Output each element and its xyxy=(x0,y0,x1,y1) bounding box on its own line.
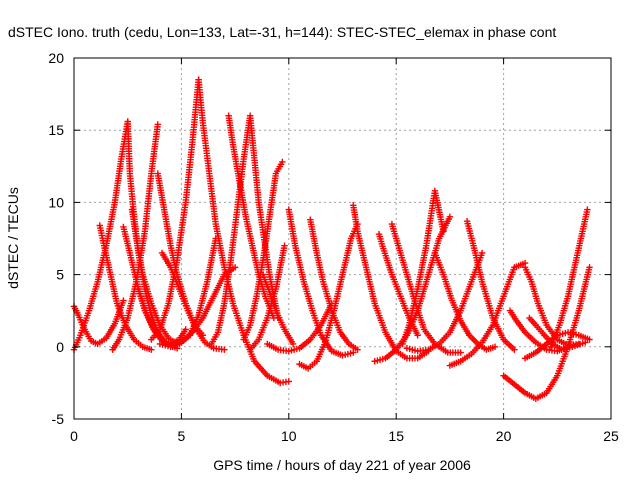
x-axis-label: GPS time / hours of day 221 of year 2006 xyxy=(213,457,471,473)
pass-series xyxy=(431,249,499,353)
data-point xyxy=(491,343,499,350)
pass-series xyxy=(463,217,518,353)
x-tick-label: 0 xyxy=(70,428,78,444)
y-tick-label: -5 xyxy=(52,411,65,427)
pass-series xyxy=(399,187,447,348)
x-tick-label: 15 xyxy=(388,428,404,444)
axis-ticks: 0 5 10 15 20 25 -5 0 5 10 15 20 xyxy=(48,50,619,444)
pass-series xyxy=(240,158,286,343)
data-point xyxy=(350,349,357,356)
x-tick-label: 5 xyxy=(178,428,186,444)
data-point xyxy=(212,235,219,242)
pass-series xyxy=(246,242,288,353)
pass-series xyxy=(148,76,202,343)
y-tick-label: 15 xyxy=(48,122,64,138)
pass-series xyxy=(285,206,357,359)
y-tick-label: 10 xyxy=(48,194,64,210)
plot-frame xyxy=(73,57,612,420)
data-point xyxy=(148,346,155,353)
pass-series xyxy=(547,206,591,350)
y-axis-label: dSTEC / TECUs xyxy=(5,187,21,289)
data-point xyxy=(154,121,161,128)
pass-series xyxy=(96,222,155,353)
pass-series xyxy=(500,264,593,402)
pass-series xyxy=(70,297,127,348)
chart-title: dSTEC Iono. truth (cedu, Lon=133, Lat=-3… xyxy=(8,24,556,40)
data-point xyxy=(511,346,518,353)
y-tick-label: 5 xyxy=(56,267,64,283)
data-point xyxy=(285,378,292,385)
data-point xyxy=(414,332,421,339)
data-point xyxy=(586,264,593,271)
data-point xyxy=(457,349,464,356)
data-point xyxy=(279,158,286,166)
grid xyxy=(74,58,611,419)
data-point xyxy=(586,336,593,343)
pass-series xyxy=(259,271,297,348)
data-point xyxy=(478,249,486,257)
pass-series xyxy=(526,314,589,353)
y-tick-label: 20 xyxy=(48,50,64,66)
pass-series xyxy=(375,230,421,339)
data-point xyxy=(440,228,447,235)
data-point xyxy=(281,242,288,249)
y-tick-label: 0 xyxy=(56,339,64,355)
data-point xyxy=(120,297,127,304)
pass-series xyxy=(446,259,529,369)
data-point xyxy=(446,213,454,221)
x-tick-label: 20 xyxy=(496,428,512,444)
x-tick-label: 25 xyxy=(603,428,619,444)
data-point xyxy=(231,264,239,271)
data-point xyxy=(270,314,277,322)
data-point xyxy=(354,346,361,353)
data-point xyxy=(582,339,589,346)
data-point xyxy=(182,326,189,333)
pass-series xyxy=(307,216,361,353)
pass-series xyxy=(403,249,486,355)
data-point xyxy=(584,206,591,213)
plot-area xyxy=(70,76,593,402)
data-point xyxy=(221,346,228,353)
data-point xyxy=(289,340,297,348)
x-tick-label: 10 xyxy=(281,428,297,444)
